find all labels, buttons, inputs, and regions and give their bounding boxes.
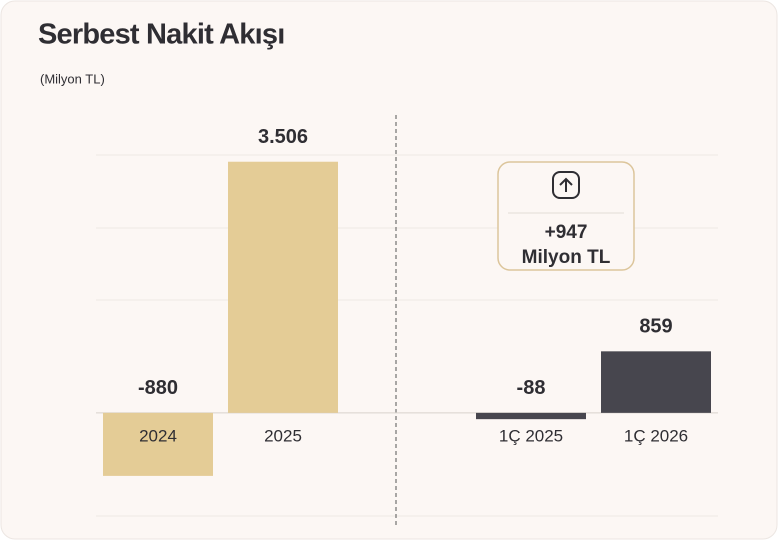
x-tick-label: 2024 [139,426,177,445]
x-tick-label: 2025 [264,426,302,445]
value-label: 859 [639,316,672,338]
annotation-text: +947 [545,222,588,243]
arrow-icon [559,177,573,192]
value-label: -880 [138,377,178,399]
x-tick-label: 1Ç 2025 [499,426,563,445]
chart-subtitle: (Milyon TL) [40,71,105,86]
value-label: -88 [517,377,546,399]
grid [96,154,718,517]
annotation: +947 Milyon TL [497,161,635,271]
chart-title: Serbest Nakit Akışı [38,19,284,51]
bar [228,161,338,413]
annotation-text: Milyon TL [522,247,611,268]
annotation-box [497,161,635,271]
x-tick-label: 1Ç 2026 [624,426,688,445]
bar [476,412,586,420]
arrow-icon [552,171,580,199]
bar [103,412,213,476]
bar [601,351,711,413]
value-label: 3.506 [258,126,308,148]
